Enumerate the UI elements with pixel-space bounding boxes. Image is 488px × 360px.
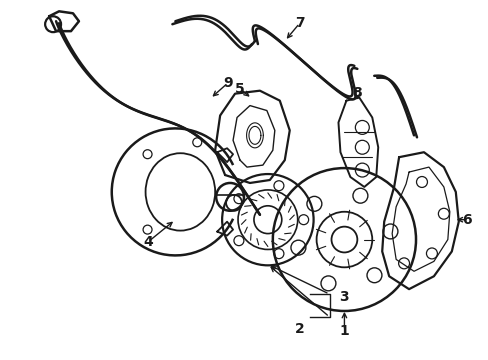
- Text: 1: 1: [339, 324, 348, 338]
- Text: 6: 6: [461, 213, 470, 227]
- Text: 8: 8: [352, 86, 362, 100]
- Text: 4: 4: [143, 234, 153, 248]
- Text: 5: 5: [235, 82, 244, 96]
- Text: 9: 9: [223, 76, 232, 90]
- Text: 2: 2: [294, 322, 304, 336]
- Text: 3: 3: [339, 290, 348, 304]
- Text: 7: 7: [294, 16, 304, 30]
